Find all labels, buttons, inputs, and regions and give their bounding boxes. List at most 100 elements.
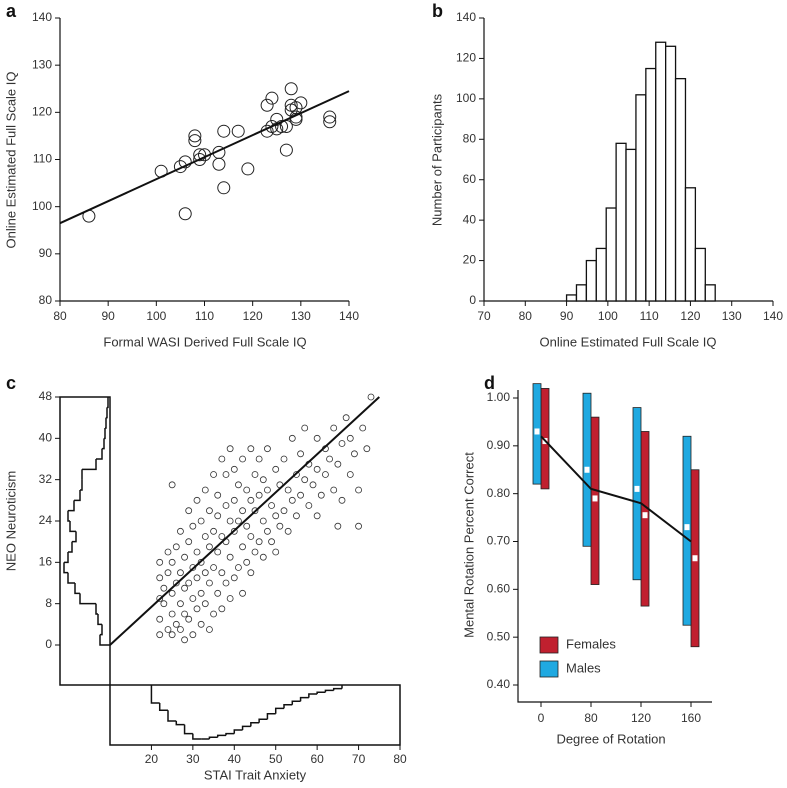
point [334, 522, 342, 530]
marginal-step [192, 733, 202, 740]
marginal-step [105, 417, 107, 429]
y-tick-label: 32 [39, 472, 53, 486]
point [239, 543, 246, 551]
point [160, 600, 168, 608]
point [275, 119, 289, 133]
point [210, 610, 217, 618]
point [230, 574, 238, 582]
point [294, 96, 308, 110]
point [243, 522, 251, 530]
point [346, 471, 354, 478]
point [255, 491, 263, 499]
point [243, 486, 251, 494]
point [156, 631, 164, 639]
point [193, 148, 207, 162]
marginal-step [216, 734, 226, 738]
point [313, 434, 321, 442]
panel-letter: d [484, 373, 495, 393]
median [584, 466, 590, 473]
marginal-step [158, 703, 168, 711]
x-tick-label: 40 [228, 752, 242, 766]
marginal-step [95, 603, 98, 615]
bar [640, 431, 650, 607]
y-tick-label: 80 [463, 131, 477, 145]
x-tick-label: 30 [186, 752, 200, 766]
point [268, 502, 275, 509]
marginal-step [291, 700, 301, 705]
point [355, 486, 362, 494]
x-tick-label: 80 [393, 752, 407, 766]
point [280, 507, 288, 515]
bar [625, 148, 637, 302]
point [206, 543, 213, 551]
point [168, 481, 176, 489]
point [181, 584, 188, 592]
point [239, 589, 246, 597]
bar [575, 284, 588, 302]
point [268, 538, 275, 546]
point [201, 569, 209, 577]
point [185, 615, 193, 623]
marginal-step [324, 689, 334, 693]
point [322, 471, 329, 478]
y-tick-label: 120 [456, 51, 476, 65]
point [251, 548, 259, 556]
marginal-step [63, 562, 68, 574]
point [309, 481, 317, 489]
marginal-step [104, 428, 106, 440]
point [177, 600, 184, 608]
y-tick-label: 90 [39, 246, 53, 260]
point [168, 631, 176, 639]
y-tick-label: 48 [39, 389, 53, 403]
panel-letter: b [432, 1, 443, 21]
point [201, 533, 209, 540]
y-tick-label: 0.60 [487, 582, 511, 596]
point [181, 610, 188, 618]
point [363, 445, 371, 453]
point [346, 434, 354, 442]
marginal-step [225, 732, 235, 736]
point [259, 476, 267, 484]
point [193, 496, 201, 504]
point [247, 533, 255, 540]
x-tick-label: 130 [291, 309, 311, 323]
point [168, 589, 176, 597]
panel-letter: a [6, 1, 17, 21]
bar [645, 67, 657, 302]
marginal-step [106, 407, 108, 419]
point [297, 491, 304, 499]
y-axis-label: Number of Participants [429, 93, 444, 226]
point [251, 471, 259, 478]
legend-swatch [539, 660, 559, 678]
bar [674, 77, 687, 302]
bar [694, 247, 706, 302]
point [260, 98, 274, 112]
y-axis-label: NEO Neuroticism [3, 471, 18, 571]
y-tick-label: 0 [469, 293, 476, 307]
bar [565, 294, 578, 302]
y-tick-label: 16 [39, 555, 53, 569]
point [243, 558, 251, 566]
point [342, 414, 350, 422]
y-tick-label: 40 [39, 431, 53, 445]
marginal-step [69, 521, 76, 533]
point [226, 445, 234, 453]
y-tick-label: 1.00 [487, 390, 511, 404]
point [156, 615, 164, 623]
legend-label: Males [566, 660, 601, 675]
marginal-step [74, 490, 81, 502]
point [276, 522, 284, 530]
point [313, 512, 321, 520]
point [313, 465, 321, 473]
median [592, 495, 598, 502]
marginal-step [233, 729, 243, 734]
point [338, 496, 346, 504]
y-tick-label: 60 [463, 172, 477, 186]
x-tick-label: 90 [560, 309, 574, 323]
point [230, 496, 238, 504]
point [272, 512, 280, 520]
point [235, 564, 242, 571]
point [330, 424, 338, 432]
point [197, 620, 205, 628]
fit-line [59, 90, 350, 225]
